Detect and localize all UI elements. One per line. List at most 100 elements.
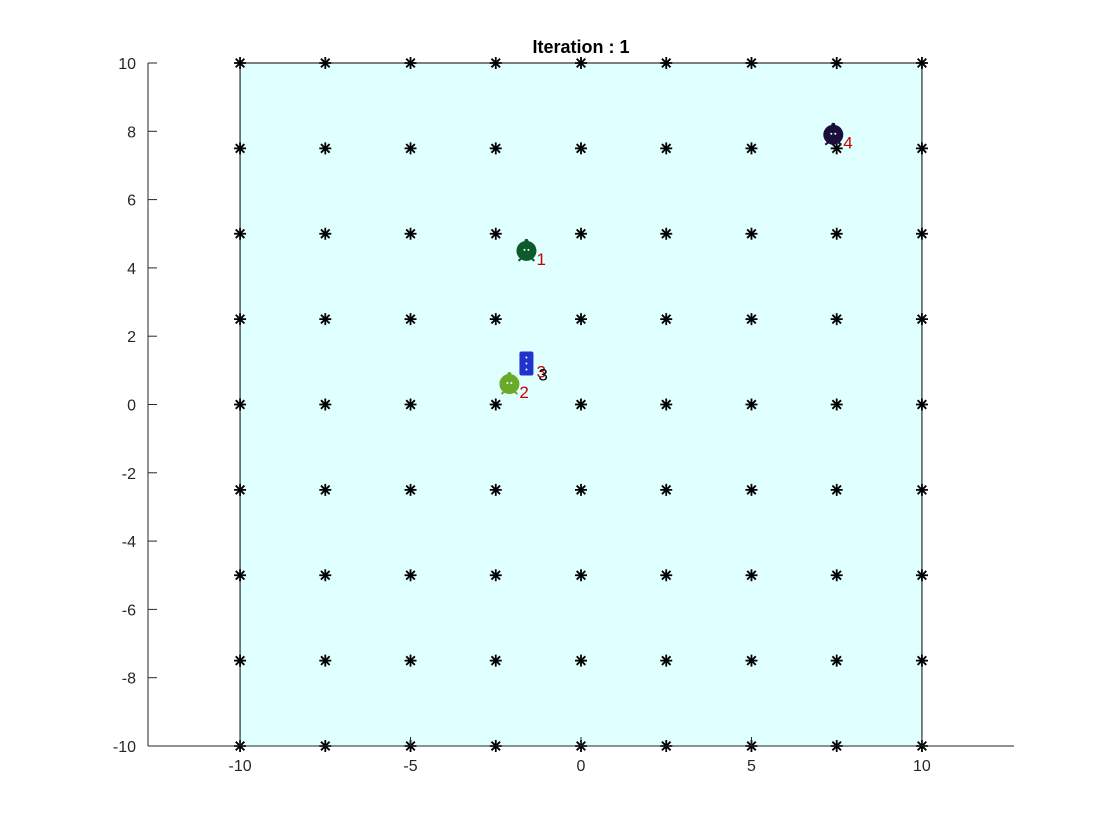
robot-body (516, 240, 537, 261)
grid-point-marker (319, 57, 332, 69)
grid-point-marker (234, 313, 247, 326)
grid-point-marker (915, 654, 928, 667)
grid-point-marker (489, 654, 502, 667)
grid-point-marker (319, 569, 332, 582)
y-tick-label: -8 (122, 671, 136, 688)
grid-point-marker (915, 569, 928, 582)
grid-point-marker (234, 483, 247, 496)
grid-point-marker (234, 227, 247, 240)
robot-3: 3 (519, 351, 546, 382)
grid-point-marker (660, 313, 673, 326)
grid-point-marker (575, 398, 587, 411)
x-tick-label: 10 (913, 758, 931, 775)
grid-point-marker (745, 483, 758, 496)
robot-2: 2 (499, 372, 529, 402)
x-axis-ticks: -10 -5 0 5 10 (228, 737, 931, 775)
y-tick-label: 6 (127, 193, 136, 210)
x-tick-label: -5 (403, 758, 417, 775)
grid-point-marker (404, 142, 417, 155)
grid-point-marker (575, 569, 587, 582)
robot-body (499, 374, 520, 395)
grid-point-marker (319, 483, 332, 496)
grid-point-marker (915, 227, 928, 240)
grid-point-marker (234, 654, 247, 667)
y-tick-label: -6 (122, 602, 136, 619)
grid-point-marker (745, 313, 758, 326)
robot-label: 2 (519, 383, 528, 402)
y-tick-label: 0 (127, 398, 136, 415)
grid-point-marker (660, 569, 673, 582)
grid-point-marker (745, 569, 758, 582)
grid-point-marker (660, 654, 673, 667)
grid-point-marker (830, 57, 843, 69)
grid-point-marker (915, 57, 928, 69)
y-tick-label: -2 (122, 466, 136, 483)
grid-point-marker (660, 57, 673, 69)
grid-point-marker (660, 142, 673, 155)
grid-point-marker (234, 398, 247, 411)
x-tick-label: 5 (747, 758, 756, 775)
grid-point-marker (745, 227, 758, 240)
grid-point-marker (489, 569, 502, 582)
grid-point-marker (234, 569, 247, 582)
grid-point-marker (489, 142, 502, 155)
grid-point-marker (745, 142, 758, 155)
grid-point-marker (745, 57, 758, 69)
grid-point-marker (915, 398, 928, 411)
y-tick-label: -4 (122, 534, 136, 551)
grid-point-marker (319, 142, 332, 155)
grid-point-marker (660, 398, 673, 411)
grid-point-marker (830, 398, 843, 411)
grid-point-marker (915, 142, 928, 155)
grid-point-marker (319, 398, 332, 411)
y-tick-label: 2 (127, 329, 136, 346)
grid-point-marker (489, 57, 502, 69)
y-axis-ticks: -10 -8 -6 -4 -2 0 2 4 6 8 10 (113, 56, 157, 756)
y-tick-label: 8 (127, 124, 136, 141)
grid-point-marker (575, 57, 587, 69)
grid-point-marker (660, 483, 673, 496)
chart-title: Iteration : 1 (532, 37, 629, 57)
grid-point-marker (575, 313, 587, 326)
grid-point-marker (745, 654, 758, 667)
grid-point-marker (489, 398, 502, 411)
y-tick-label: 4 (127, 261, 136, 278)
x-tick-label: -10 (228, 758, 251, 775)
robot-label: 3 (536, 363, 545, 382)
grid-point-marker (404, 398, 417, 411)
grid-point-marker (575, 654, 587, 667)
grid-point-marker (575, 227, 587, 240)
grid-point-marker (319, 227, 332, 240)
grid-point-marker (830, 313, 843, 326)
grid-point-marker (915, 483, 928, 496)
robot-1: 1 (516, 238, 546, 269)
grid-point-marker (319, 654, 332, 667)
grid-point-marker (830, 142, 843, 155)
grid-point-marker (575, 483, 587, 496)
grid-point-marker (404, 569, 417, 582)
grid-point-marker (830, 569, 843, 582)
robot-body (823, 124, 844, 145)
grid-point-marker (745, 398, 758, 411)
robot-4: 4 (823, 122, 853, 153)
point-label: 3 (538, 366, 547, 385)
grid-point-marker (404, 57, 417, 69)
x-tick-label: 0 (577, 758, 586, 775)
grid-point-marker (404, 483, 417, 496)
grid-point-marker (404, 654, 417, 667)
grid-point-marker (234, 57, 247, 69)
grid-point-marker (234, 142, 247, 155)
grid-point-marker (915, 313, 928, 326)
grid-point-marker (404, 227, 417, 240)
grid-point-marker (319, 313, 332, 326)
y-tick-label: 10 (118, 56, 136, 73)
grid-point-marker (489, 227, 502, 240)
grid-point-marker (575, 142, 587, 155)
grid-point-marker (830, 483, 843, 496)
grid-point-marker (404, 313, 417, 326)
y-tick-label: -10 (113, 739, 136, 756)
robot-label: 1 (536, 250, 545, 269)
grid-point-marker (660, 227, 673, 240)
